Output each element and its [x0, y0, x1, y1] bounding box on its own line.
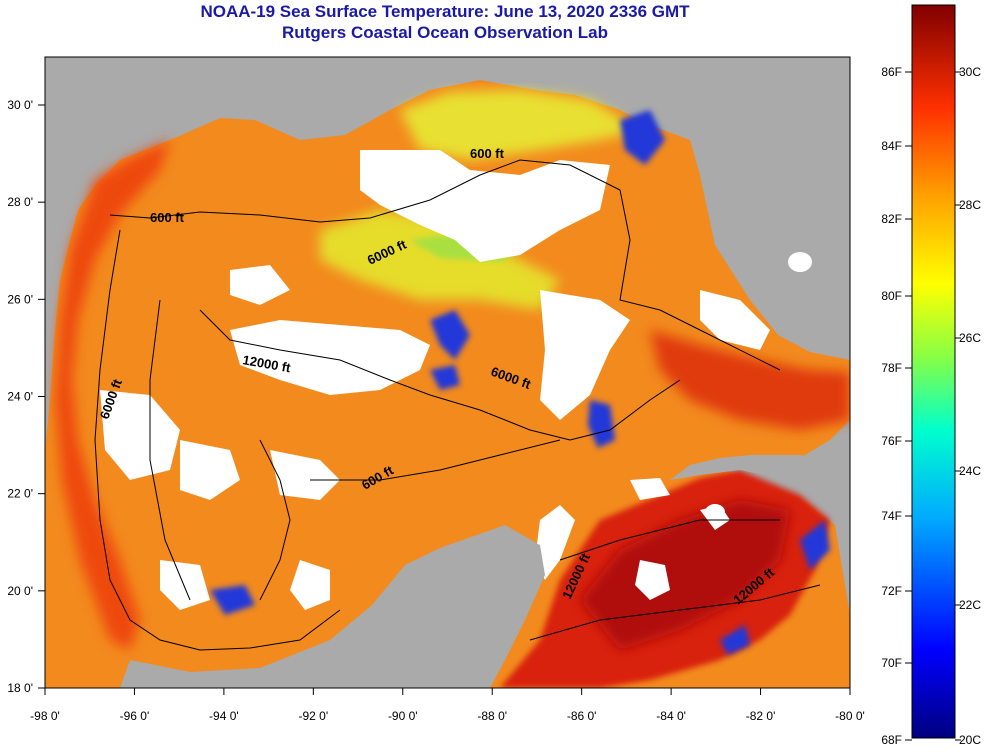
- bathymetry-contours: [94, 159, 821, 651]
- colorbar-c-label: 20C: [959, 733, 981, 747]
- cuba: [670, 455, 850, 505]
- lon-tick-label: -98 0': [30, 709, 60, 723]
- lon-tick-label: -94 0': [209, 709, 239, 723]
- colorbar-c-label: 22C: [959, 598, 981, 612]
- lon-tick-label: -96 0': [120, 709, 150, 723]
- contour-label-600-north: 600 ft: [150, 210, 185, 225]
- longitude-axis: -98 0' -96 0' -94 0' -92 0' -90 0' -88 0' -86 …: [30, 688, 865, 723]
- colorbar-c-label: 24C: [959, 464, 981, 478]
- colorbar-f-label: 76F: [881, 434, 902, 448]
- colorbar-f-label: 74F: [881, 509, 902, 523]
- lon-tick-label: -88 0': [477, 709, 507, 723]
- colorbar-fahrenheit-labels: 86F 84F 82F 80F 78F 76F 74F 72F 70F 68F: [881, 65, 912, 747]
- map-frame: [44, 56, 851, 689]
- yucatan: [330, 530, 545, 688]
- colorbar-f-label: 70F: [881, 656, 902, 670]
- colorbar-f-label: 86F: [881, 65, 902, 79]
- lake-okeechobee: [788, 252, 812, 272]
- lat-tick-label: 30 0': [7, 98, 33, 112]
- map-title: NOAA-19 Sea Surface Temperature: June 13…: [200, 2, 690, 21]
- isla-de-la-juventud: [705, 504, 725, 520]
- florida-peninsula: [700, 57, 850, 360]
- colorbar-f-label: 78F: [881, 361, 902, 375]
- colorbar-celsius-labels: 30C 28C 26C 24C 22C 20C: [955, 65, 981, 747]
- map-subtitle: Rutgers Coastal Ocean Observation Lab: [282, 23, 608, 42]
- west-warm-band: [55, 140, 170, 650]
- lon-tick-label: -80 0': [835, 709, 865, 723]
- cloud-mask: [100, 150, 770, 610]
- caribbean-deep-red: [580, 500, 790, 650]
- contour-label-600-ne: 600 ft: [470, 146, 505, 161]
- central-yellow-tongue: [320, 210, 560, 310]
- colorbar-f-label: 80F: [881, 289, 902, 303]
- lon-tick-label: -86 0': [567, 709, 597, 723]
- colorbar: [911, 4, 956, 739]
- lon-tick-label: -84 0': [656, 709, 686, 723]
- colorbar-f-label: 72F: [881, 584, 902, 598]
- colorbar-c-label: 28C: [959, 198, 981, 212]
- campeche-coast: [190, 650, 340, 688]
- lat-tick-label: 22 0': [7, 487, 33, 501]
- colorbar-c-label: 26C: [959, 331, 981, 345]
- lat-tick-label: 24 0': [7, 390, 33, 404]
- lon-tick-label: -92 0': [299, 709, 329, 723]
- florida-straits-warm: [650, 330, 850, 430]
- colorbar-f-label: 84F: [881, 139, 902, 153]
- colorbar-f-label: 82F: [881, 212, 902, 226]
- colorbar-f-label: 68F: [881, 733, 902, 747]
- latitude-axis: 30 0' 28 0' 26 0' 24 0' 22 0' 20 0' 18 0': [7, 98, 45, 695]
- lat-tick-label: 28 0': [7, 195, 33, 209]
- lat-tick-label: 20 0': [7, 584, 33, 598]
- north-shelf-cool: [400, 90, 640, 160]
- lat-tick-label: 26 0': [7, 292, 33, 306]
- cold-artifacts: [210, 110, 830, 655]
- lon-tick-label: -90 0': [388, 709, 418, 723]
- colorbar-c-label: 30C: [959, 65, 981, 79]
- lon-tick-label: -82 0': [746, 709, 776, 723]
- lat-tick-label: 18 0': [7, 681, 33, 695]
